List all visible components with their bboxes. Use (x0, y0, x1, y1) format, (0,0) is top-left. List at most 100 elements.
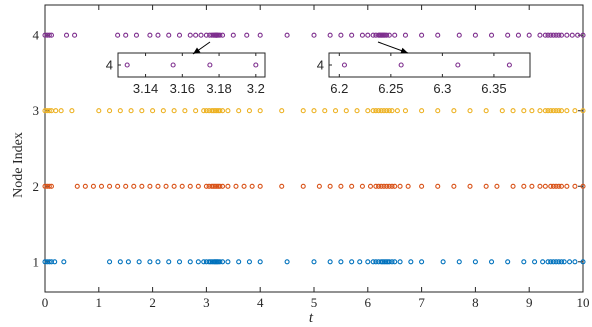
data-point (553, 259, 559, 265)
data-point (580, 108, 586, 114)
data-point (373, 183, 379, 189)
data-point (378, 259, 384, 265)
data-point (380, 259, 386, 265)
data-point (195, 259, 201, 265)
data-point (529, 108, 535, 114)
series-node-1 (42, 259, 586, 265)
data-point (553, 183, 559, 189)
data-point (550, 108, 556, 114)
data-point (316, 183, 322, 189)
inset-x-tick-label: 6.2 (330, 81, 348, 96)
data-point (166, 32, 172, 38)
inset-data-point (506, 62, 512, 68)
inset-data-point (341, 62, 348, 68)
data-point (117, 108, 123, 114)
data-point (187, 183, 193, 189)
data-point (343, 108, 349, 114)
data-point (383, 259, 389, 265)
data-point (467, 108, 473, 114)
data-point (284, 32, 290, 38)
data-point (553, 108, 559, 114)
data-point (386, 259, 392, 265)
data-point (572, 183, 578, 189)
x-tick-label: 8 (472, 295, 479, 310)
data-point (133, 32, 140, 38)
data-point (521, 259, 527, 265)
data-point (246, 259, 252, 265)
inset-2: 6.2 6.25 6.3 6.35 4 (317, 41, 531, 96)
data-point (359, 183, 365, 189)
data-point (219, 183, 226, 189)
data-point (548, 259, 554, 265)
inset-plots: 3.14 3.16 3.18 3.2 4 6.2 6.25 6.3 6.35 4 (106, 41, 531, 96)
data-point (472, 259, 478, 265)
series-node-4 (42, 32, 586, 38)
data-point (236, 108, 242, 114)
data-point (548, 108, 554, 114)
data-point (63, 32, 70, 38)
x-axis-label: t (309, 310, 314, 326)
data-point (510, 183, 516, 189)
data-point (405, 183, 411, 189)
data-point (467, 183, 473, 189)
data-point (548, 32, 554, 38)
series-node-3 (42, 108, 586, 114)
inset-x-tick-label: 3.16 (170, 81, 195, 96)
data-point (155, 32, 161, 38)
data-point (171, 183, 177, 189)
data-point (327, 183, 333, 189)
data-point (155, 183, 161, 189)
data-point (494, 183, 500, 189)
data-point (198, 32, 204, 38)
data-point (550, 32, 556, 38)
data-point (575, 32, 581, 38)
data-point (456, 32, 462, 38)
data-point (357, 259, 363, 265)
zoom-arrow-head (400, 47, 408, 54)
data-point (402, 108, 409, 114)
data-point (210, 108, 216, 114)
data-point (212, 108, 218, 114)
data-point (214, 183, 220, 189)
inset-x-tick-label: 6.35 (481, 81, 506, 96)
inset-1: 3.14 3.16 3.18 3.2 4 (106, 41, 266, 96)
data-point (572, 108, 578, 114)
data-point (537, 108, 543, 114)
data-point (82, 183, 88, 189)
data-point (548, 183, 554, 189)
data-point (556, 108, 562, 114)
inset-data-point (124, 62, 130, 68)
data-point (46, 259, 52, 265)
data-point (451, 183, 457, 189)
data-point (392, 259, 398, 265)
data-point (545, 32, 551, 38)
data-point (147, 259, 153, 265)
data-point (219, 259, 226, 265)
data-point (187, 32, 193, 38)
data-point (394, 108, 400, 114)
data-point (553, 32, 559, 38)
data-point (397, 183, 403, 189)
data-point (332, 108, 339, 114)
data-point (107, 183, 113, 189)
inset-data-point (207, 62, 213, 68)
data-point (338, 183, 344, 189)
data-point (72, 32, 78, 38)
data-point (214, 108, 220, 114)
data-point (558, 32, 565, 38)
data-point (115, 183, 121, 189)
data-point (241, 183, 247, 189)
data-point (160, 108, 166, 114)
plot-frame (44, 4, 584, 293)
data-point (558, 259, 565, 265)
data-point (349, 183, 355, 189)
data-point (176, 32, 183, 38)
data-point (381, 108, 387, 114)
data-point (327, 259, 333, 265)
data-point (74, 183, 80, 189)
x-tick-label: 9 (526, 295, 533, 310)
data-point (131, 183, 137, 189)
data-point (349, 259, 355, 265)
data-point (435, 32, 441, 38)
